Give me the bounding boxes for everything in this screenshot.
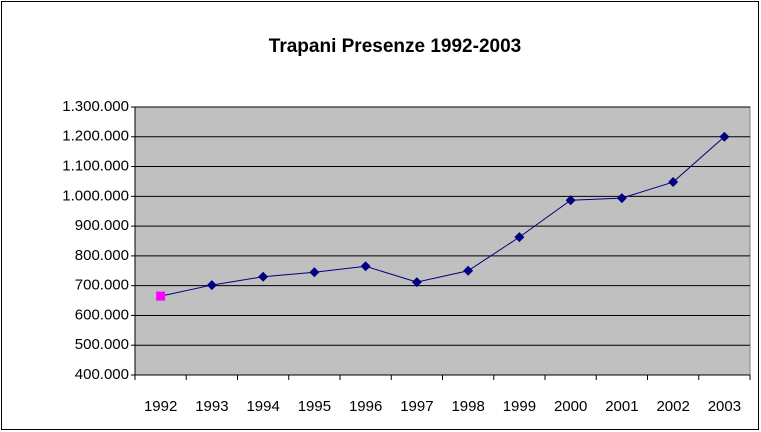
x-tick-label: 1994 [246,398,279,415]
y-tick-label: 500.000 [75,336,129,353]
marker [360,261,371,272]
marker [514,232,525,243]
marker [156,291,166,301]
y-tick-label: 900.000 [75,217,129,234]
x-tick-label: 1995 [298,398,331,415]
x-tick-label: 2000 [554,398,587,415]
x-tick-label: 1998 [451,398,484,415]
marker [719,131,730,142]
marker [309,267,320,278]
x-tick-label: 2003 [708,398,741,415]
x-tick-label: 1997 [400,398,433,415]
y-tick-label: 800.000 [75,247,129,264]
x-tick-label: 2002 [656,398,689,415]
y-tick-label: 1.100.000 [62,158,129,175]
y-tick-label: 400.000 [75,366,129,383]
marker [411,277,422,288]
marker [565,195,576,206]
marker [258,271,269,282]
marker [616,193,627,204]
y-tick-label: 1.000.000 [62,187,129,204]
x-tick-label: 1999 [503,398,536,415]
plot-area [134,106,751,376]
y-tick-label: 1.200.000 [62,128,129,145]
marker [463,265,474,276]
y-tick-label: 600.000 [75,306,129,323]
y-tick-label: 1.300.000 [62,98,129,115]
x-tick-label: 1993 [195,398,228,415]
x-tick-label: 2001 [605,398,638,415]
x-tick-label: 1996 [349,398,382,415]
y-tick-label: 700.000 [75,277,129,294]
marker [668,177,679,188]
marker [206,280,217,291]
x-tick-label: 1992 [144,398,177,415]
chart-title: Trapani Presenze 1992-2003 [269,36,521,57]
line [160,136,725,297]
